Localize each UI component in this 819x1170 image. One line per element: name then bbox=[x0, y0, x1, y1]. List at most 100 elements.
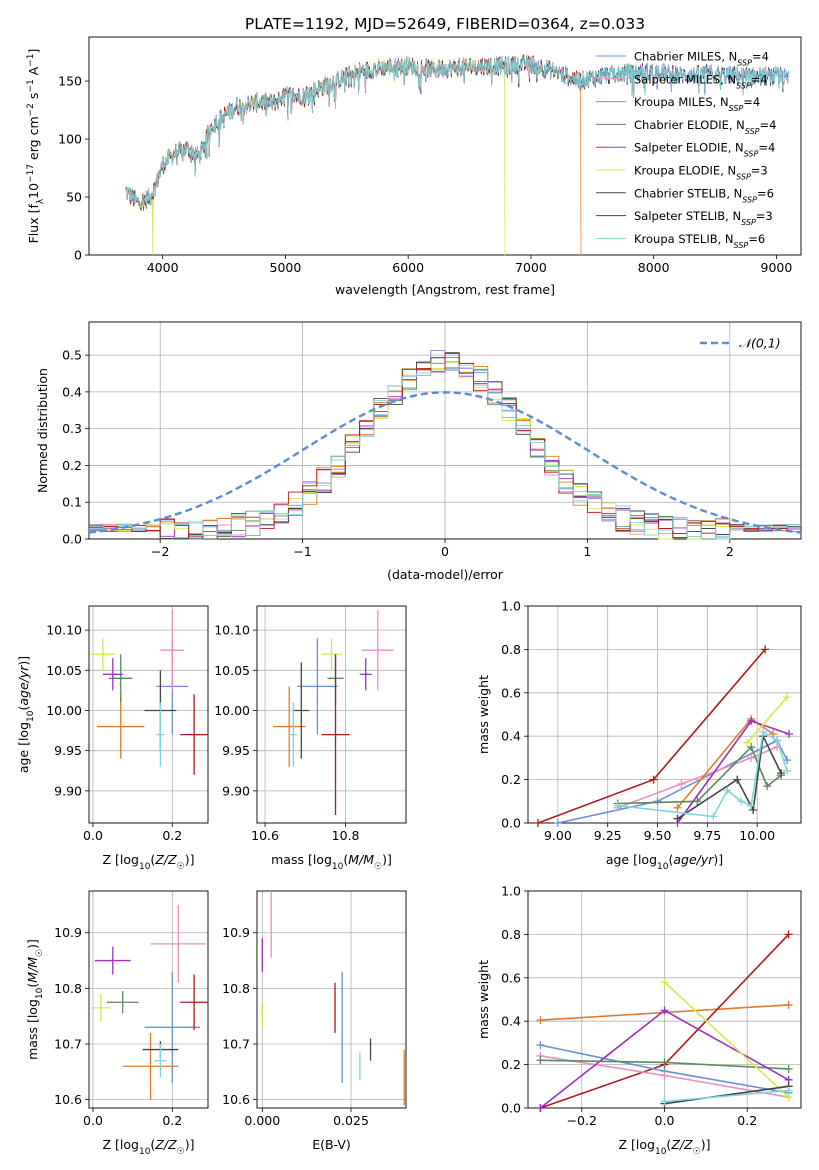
legend-label-kroupa_stelib: Kroupa STELIB, NSSP=6 bbox=[634, 232, 765, 250]
y-tick-label: 10.8 bbox=[222, 981, 250, 996]
x-tick-label: 5000 bbox=[270, 260, 302, 275]
x-tick-label: 0 bbox=[441, 544, 449, 559]
y-tick-label: 10.6 bbox=[54, 1092, 82, 1107]
y-tick-label: 0.6 bbox=[501, 970, 521, 985]
y-tick-label: 0.1 bbox=[62, 495, 82, 510]
legend-gauss-label: 𝒩(0,1) bbox=[739, 336, 781, 351]
y-tick-label: 10.00 bbox=[214, 703, 250, 718]
y-tick-label: 10.9 bbox=[222, 925, 250, 940]
weight-marker-salpeter_miles bbox=[660, 1071, 669, 1080]
weight-line-kroupa_stelib bbox=[617, 730, 788, 818]
y-tick-label: 0.4 bbox=[501, 1014, 521, 1029]
x-tick-label: 0.2 bbox=[162, 828, 182, 843]
x-tick-label: 0.0 bbox=[655, 1113, 675, 1128]
y-tick-label: 0.2 bbox=[62, 458, 82, 473]
legend-label-salpeter_elodie: Salpeter ELODIE, NSSP=4 bbox=[634, 141, 775, 159]
mass_vs_EBV-xlabel: E(B-V) bbox=[312, 1137, 351, 1152]
weight_vs_age-ylabel: mass weight bbox=[476, 675, 491, 754]
x-tick-label: 10.00 bbox=[739, 828, 775, 843]
y-tick-label: 10.05 bbox=[46, 663, 82, 678]
y-tick-label: 50 bbox=[66, 190, 82, 205]
weight-marker-salpeter_stelib bbox=[649, 775, 658, 784]
axes-frame bbox=[88, 890, 209, 1109]
age_vs_mass-panel: 10.6 10.8 9.90 9.95 10.00 10.05 10.10 mass [log… bbox=[214, 605, 407, 872]
y-tick-label: 150 bbox=[58, 74, 82, 89]
weight-marker-kroupa_miles bbox=[784, 1000, 793, 1009]
legend-label-chabrier_elodie: Chabrier ELODIE, NSSP=4 bbox=[634, 118, 776, 136]
weight-marker-kroupa_stelib bbox=[709, 812, 718, 821]
weight-marker-salpeter_elodie bbox=[536, 1104, 545, 1112]
weight-marker-chabrier_miles bbox=[553, 819, 562, 827]
weight-marker-chabrier_elodie bbox=[536, 1056, 545, 1065]
figure-title: PLATE=1192, MJD=52649, FIBERID=0364, z=0… bbox=[245, 15, 645, 33]
x-tick-label: 7000 bbox=[515, 260, 547, 275]
x-tick-label: −2 bbox=[151, 544, 169, 559]
weight-marker-kroupa_stelib bbox=[737, 797, 746, 806]
weight_vs_Z-panel: −0.2 0.0 0.2 0.0 0.2 0.4 0.6 0.8 1.0 Z [log10(Z/Z… bbox=[476, 884, 802, 1157]
y-tick-label: 0.4 bbox=[501, 729, 521, 744]
x-tick-label: 2 bbox=[726, 544, 734, 559]
y-tick-label: 0.3 bbox=[62, 421, 82, 436]
weight-marker-chabrier_miles bbox=[783, 756, 792, 765]
x-tick-label: 1 bbox=[583, 544, 591, 559]
weight-line-chabrier_stelib bbox=[677, 733, 782, 820]
legend-label-chabrier_stelib: Chabrier STELIB, NSSP=6 bbox=[634, 186, 774, 204]
spectrum-xlabel: wavelength [Angstrom, rest frame] bbox=[335, 282, 555, 297]
age_vs_mass-xlabel: mass [log10(M/M☉)] bbox=[271, 852, 392, 872]
x-tick-label: 9.75 bbox=[693, 828, 721, 843]
weight-marker-chabrier_stelib bbox=[777, 769, 786, 778]
y-tick-label: 9.90 bbox=[222, 783, 250, 798]
spectrum-ylabel: Flux [fλ10−17 erg cm−2 s−1 A−1] bbox=[26, 49, 46, 244]
weight_vs_age-xlabel: age [log10(age/yr)] bbox=[606, 852, 723, 872]
hist-ylabel: Normed distribution bbox=[35, 368, 50, 493]
y-tick-label: 1.0 bbox=[501, 599, 521, 614]
y-tick-label: 0.0 bbox=[501, 1101, 521, 1116]
x-tick-label: 9.00 bbox=[544, 828, 572, 843]
spectrum-legend: Chabrier MILES, NSSP=4 Salpeter MILES, NS… bbox=[596, 50, 776, 250]
x-tick-label: 0.2 bbox=[737, 1113, 757, 1128]
x-tick-label: 0.025 bbox=[333, 1113, 369, 1128]
y-tick-label: 10.7 bbox=[222, 1037, 250, 1052]
y-tick-label: 9.95 bbox=[222, 743, 250, 758]
age_vs_Z-xlabel: Z [log10(Z/Z☉)] bbox=[103, 852, 195, 872]
y-tick-label: 0.2 bbox=[501, 772, 521, 787]
y-tick-label: 9.90 bbox=[54, 783, 82, 798]
weight-line-kroupa_stelib bbox=[664, 1089, 789, 1103]
mass_vs_Z-ylabel: mass [log10(M/M☉)] bbox=[25, 939, 45, 1060]
y-tick-label: 10.6 bbox=[222, 1092, 250, 1107]
x-tick-label: 10.8 bbox=[332, 828, 360, 843]
age_vs_Z-panel: 0.0 0.2 9.90 9.95 10.00 10.05 10.10 Z [log10(Z/… bbox=[16, 605, 209, 872]
weight-marker-chabrier_miles bbox=[536, 1041, 545, 1050]
y-tick-label: 9.95 bbox=[54, 743, 82, 758]
y-tick-label: 0.0 bbox=[501, 816, 521, 831]
y-tick-label: 10.8 bbox=[54, 981, 82, 996]
y-tick-label: 10.7 bbox=[54, 1037, 82, 1052]
legend-label-kroupa_elodie: Kroupa ELODIE, NSSP=3 bbox=[634, 164, 768, 182]
gaussian-curve bbox=[88, 391, 802, 534]
weight-marker-chabrier_elodie bbox=[660, 1058, 669, 1067]
weight-line-salpeter_miles bbox=[617, 746, 778, 809]
legend-label-salpeter_miles: Salpeter MILES, NSSP=4 bbox=[634, 72, 768, 90]
y-tick-label: 10.10 bbox=[214, 623, 250, 638]
y-tick-label: 0 bbox=[74, 248, 82, 263]
weight-marker-salpeter_miles bbox=[747, 753, 756, 762]
mass_vs_Z-xlabel: Z [log10(Z/Z☉)] bbox=[103, 1137, 195, 1157]
weight-marker-chabrier_elodie bbox=[763, 782, 772, 791]
x-tick-label: −1 bbox=[293, 544, 311, 559]
y-tick-label: 0.8 bbox=[501, 927, 521, 942]
weight-marker-kroupa_miles bbox=[769, 730, 778, 739]
x-tick-label: 8000 bbox=[638, 260, 670, 275]
weight-line-kroupa_elodie bbox=[746, 696, 788, 744]
weight-marker-kroupa_stelib bbox=[747, 801, 756, 810]
weight-marker-chabrier_stelib bbox=[733, 775, 742, 784]
weight-marker-kroupa_stelib bbox=[784, 1086, 793, 1095]
weight_vs_age-panel: 9.00 9.25 9.50 9.75 10.00 0.0 0.2 0.4 0.6 0.8 1.0 a… bbox=[476, 599, 802, 872]
weight-marker-chabrier_miles bbox=[653, 797, 662, 806]
weight-line-chabrier_stelib bbox=[664, 1085, 789, 1105]
weight-marker-chabrier_stelib bbox=[749, 805, 758, 814]
x-tick-label: 4000 bbox=[147, 260, 179, 275]
spectrum-panel: 4000 5000 6000 7000 8000 9000 0 50 100 150 wavelen… bbox=[26, 36, 802, 297]
weight_vs_Z-xlabel: Z [log10(Z/Z☉)] bbox=[619, 1137, 711, 1157]
mass_vs_Z-panel: 0.0 0.2 10.6 10.7 10.8 10.9 Z [log10(Z/Z☉)] mas… bbox=[25, 890, 209, 1157]
weight-marker-kroupa_stelib bbox=[783, 766, 792, 775]
